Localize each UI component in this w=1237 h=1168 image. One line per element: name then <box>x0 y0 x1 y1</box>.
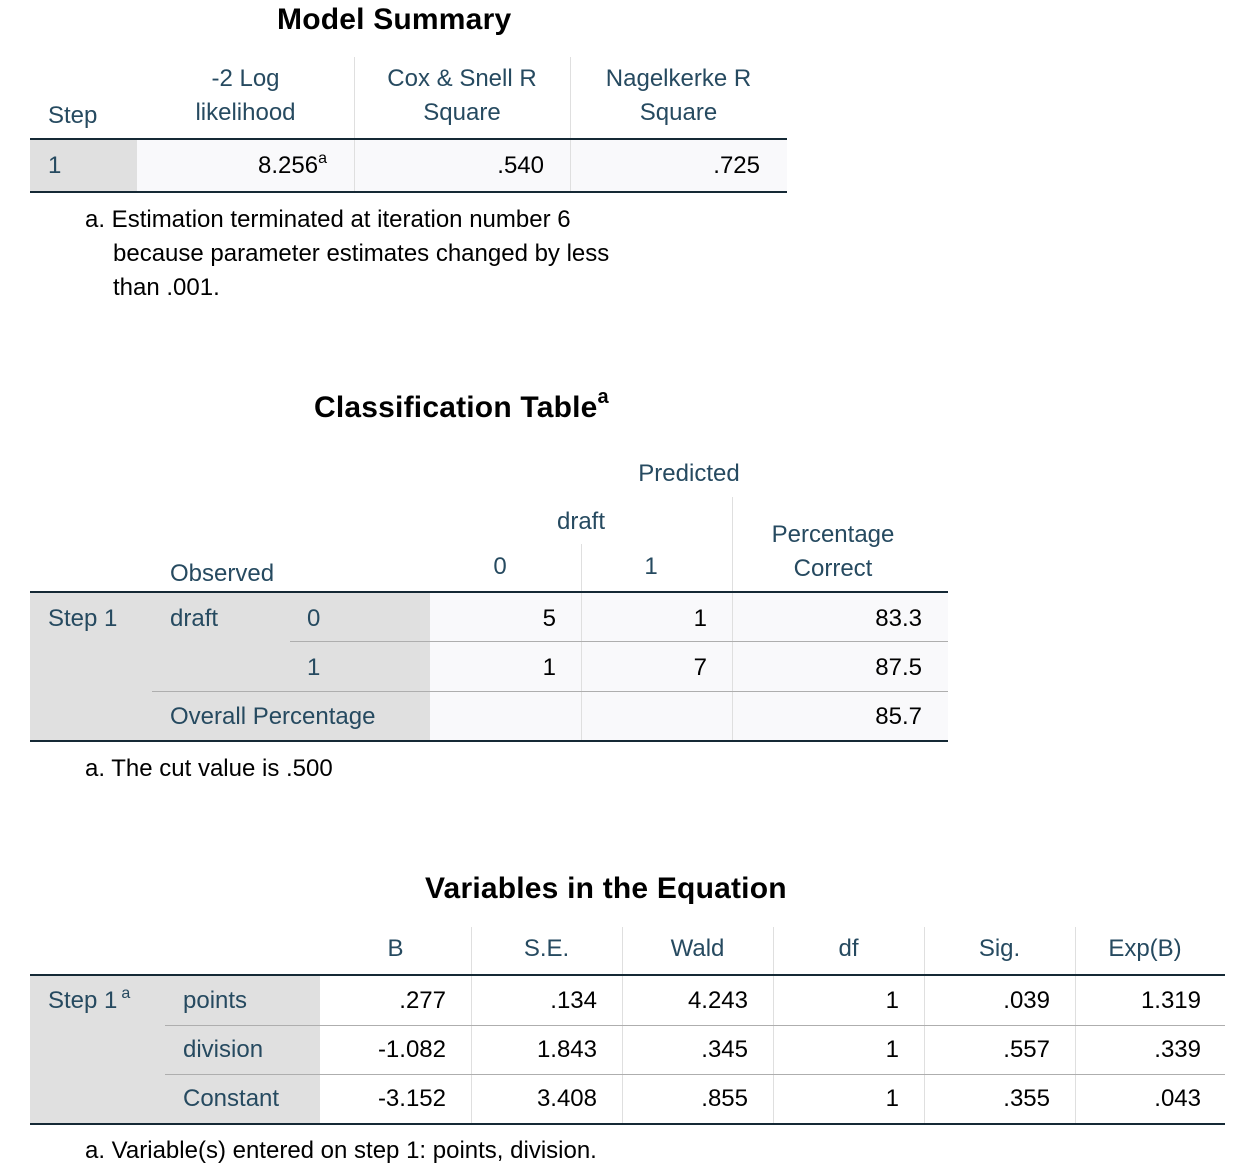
header-predicted: Predicted <box>638 460 740 487</box>
header-df: df <box>838 935 859 962</box>
variables-title: Variables in the Equation <box>425 872 787 905</box>
divider <box>354 57 355 139</box>
header-se: S.E. <box>523 935 570 962</box>
header-rule <box>30 138 787 140</box>
nagelkerke-value: .725 <box>713 152 760 179</box>
header-col-0: 0 <box>493 553 507 580</box>
overall-value: 85.7 <box>875 703 922 730</box>
log-likelihood-value: 8.256a <box>258 150 327 180</box>
variables-footnote: a. Variable(s) entered on step 1: points… <box>85 1137 597 1164</box>
header-sig: Sig. <box>978 935 1021 962</box>
classification-footnote: a. The cut value is .500 <box>85 755 333 782</box>
footer-rule <box>30 191 787 193</box>
header-exp-b: Exp(B) <box>1108 935 1182 962</box>
var-label: draft <box>170 605 219 632</box>
header-wald: Wald <box>670 935 725 962</box>
header-b: B <box>387 935 404 962</box>
step-label: Step 1 <box>48 605 118 632</box>
cox-snell-value: .540 <box>497 152 544 179</box>
step-value: 1 <box>48 152 62 179</box>
model-summary-title: Model Summary <box>277 3 512 36</box>
header-col-1: 1 <box>644 553 658 580</box>
model-summary-footnote: a. Estimation terminated at iteration nu… <box>85 206 610 301</box>
divider <box>570 57 571 139</box>
overall-label: Overall Percentage <box>170 703 376 730</box>
header-step: Step <box>48 102 98 129</box>
header-log-likelihood: -2 Log likelihood <box>195 65 296 126</box>
header-percentage-correct: Percentage Correct <box>771 521 895 582</box>
header-observed: Observed <box>170 560 275 587</box>
classification-title: Classification Tablea <box>314 386 609 424</box>
header-nagelkerke: Nagelkerke R Square <box>605 65 752 126</box>
header-cox-snell: Cox & Snell R Square <box>387 65 537 126</box>
header-draft: draft <box>556 508 606 535</box>
